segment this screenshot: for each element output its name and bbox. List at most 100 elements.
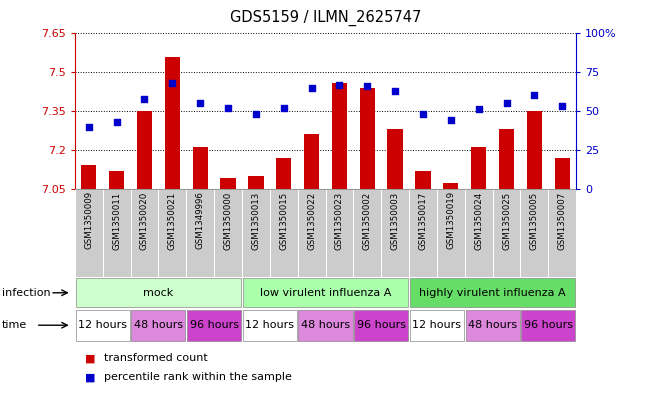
Text: mock: mock (143, 288, 174, 298)
Text: GSM1350025: GSM1350025 (502, 191, 511, 250)
Point (307, 84, 317, 91)
Point (390, 88, 400, 94)
Text: GSM1350009: GSM1350009 (84, 191, 93, 250)
Text: GDS5159 / ILMN_2625747: GDS5159 / ILMN_2625747 (230, 10, 421, 26)
Bar (214, 189, 242, 277)
Point (445, 117, 456, 123)
Text: ■: ■ (85, 372, 95, 382)
Text: GSM1350021: GSM1350021 (168, 191, 177, 250)
Bar (520, 189, 548, 277)
Point (501, 100, 512, 107)
Text: infection: infection (2, 288, 51, 298)
Text: 48 hours: 48 hours (468, 320, 517, 330)
Bar (248, 176, 264, 189)
Bar (527, 111, 542, 189)
Bar (243, 310, 297, 341)
Bar (298, 189, 326, 277)
Text: GSM1350020: GSM1350020 (140, 191, 149, 250)
Text: low virulent influenza A: low virulent influenza A (260, 288, 391, 298)
Bar (555, 158, 570, 189)
Bar (187, 310, 241, 341)
Point (83, 123, 94, 130)
Bar (76, 278, 241, 307)
Text: GSM1349996: GSM1349996 (196, 191, 204, 249)
Text: percentile rank within the sample: percentile rank within the sample (104, 372, 292, 382)
Point (334, 81, 344, 88)
Bar (242, 189, 270, 277)
Text: ■: ■ (85, 353, 95, 364)
Point (195, 100, 206, 107)
Bar (76, 310, 130, 341)
Point (418, 111, 428, 117)
Bar (354, 310, 408, 341)
Bar (359, 88, 375, 189)
Point (362, 83, 372, 89)
Text: 96 hours: 96 hours (357, 320, 406, 330)
Point (139, 95, 150, 102)
Bar (409, 189, 437, 277)
Bar (75, 189, 103, 277)
Bar (131, 189, 158, 277)
Bar (193, 147, 208, 189)
Text: 96 hours: 96 hours (189, 320, 239, 330)
Bar (299, 310, 352, 341)
Bar (415, 171, 430, 189)
Text: GSM1350003: GSM1350003 (391, 191, 400, 250)
Text: 48 hours: 48 hours (134, 320, 183, 330)
Bar (221, 178, 236, 189)
Bar (332, 83, 347, 189)
Bar (499, 129, 514, 189)
Text: highly virulent influenza A: highly virulent influenza A (419, 288, 566, 298)
Bar (326, 189, 353, 277)
Bar (165, 57, 180, 189)
Bar (471, 147, 486, 189)
Text: GSM1350007: GSM1350007 (558, 191, 567, 250)
Bar (465, 310, 519, 341)
Bar (103, 189, 131, 277)
Bar (410, 310, 464, 341)
Bar (381, 189, 409, 277)
Text: GSM1350023: GSM1350023 (335, 191, 344, 250)
Bar (387, 129, 403, 189)
Text: GSM1350024: GSM1350024 (474, 191, 483, 250)
Point (251, 111, 261, 117)
Text: 96 hours: 96 hours (524, 320, 573, 330)
Bar (437, 189, 465, 277)
Text: 48 hours: 48 hours (301, 320, 350, 330)
Bar (137, 111, 152, 189)
Bar (548, 189, 576, 277)
Bar (410, 278, 575, 307)
Bar (493, 189, 520, 277)
Bar (465, 189, 493, 277)
Text: 12 hours: 12 hours (412, 320, 462, 330)
Bar (353, 189, 381, 277)
Point (111, 119, 122, 125)
Text: GSM1350013: GSM1350013 (251, 191, 260, 250)
Bar (109, 171, 124, 189)
Text: transformed count: transformed count (104, 353, 208, 364)
Point (167, 80, 178, 86)
Point (529, 92, 540, 99)
Text: 12 hours: 12 hours (78, 320, 127, 330)
Text: GSM1350015: GSM1350015 (279, 191, 288, 250)
Point (557, 103, 568, 110)
Text: GSM1350000: GSM1350000 (223, 191, 232, 250)
Point (473, 107, 484, 113)
Bar (186, 189, 214, 277)
Text: GSM1350002: GSM1350002 (363, 191, 372, 250)
Point (223, 105, 233, 111)
Bar (276, 158, 292, 189)
Text: GSM1350011: GSM1350011 (112, 191, 121, 250)
Text: time: time (2, 320, 27, 330)
Text: GSM1350017: GSM1350017 (419, 191, 428, 250)
Bar (81, 165, 96, 189)
Text: 12 hours: 12 hours (245, 320, 294, 330)
Bar (521, 310, 575, 341)
Bar (158, 189, 186, 277)
Bar (243, 278, 408, 307)
Bar (132, 310, 186, 341)
Bar (304, 134, 319, 189)
Text: GSM1350022: GSM1350022 (307, 191, 316, 250)
Point (279, 105, 289, 111)
Bar (443, 184, 458, 189)
